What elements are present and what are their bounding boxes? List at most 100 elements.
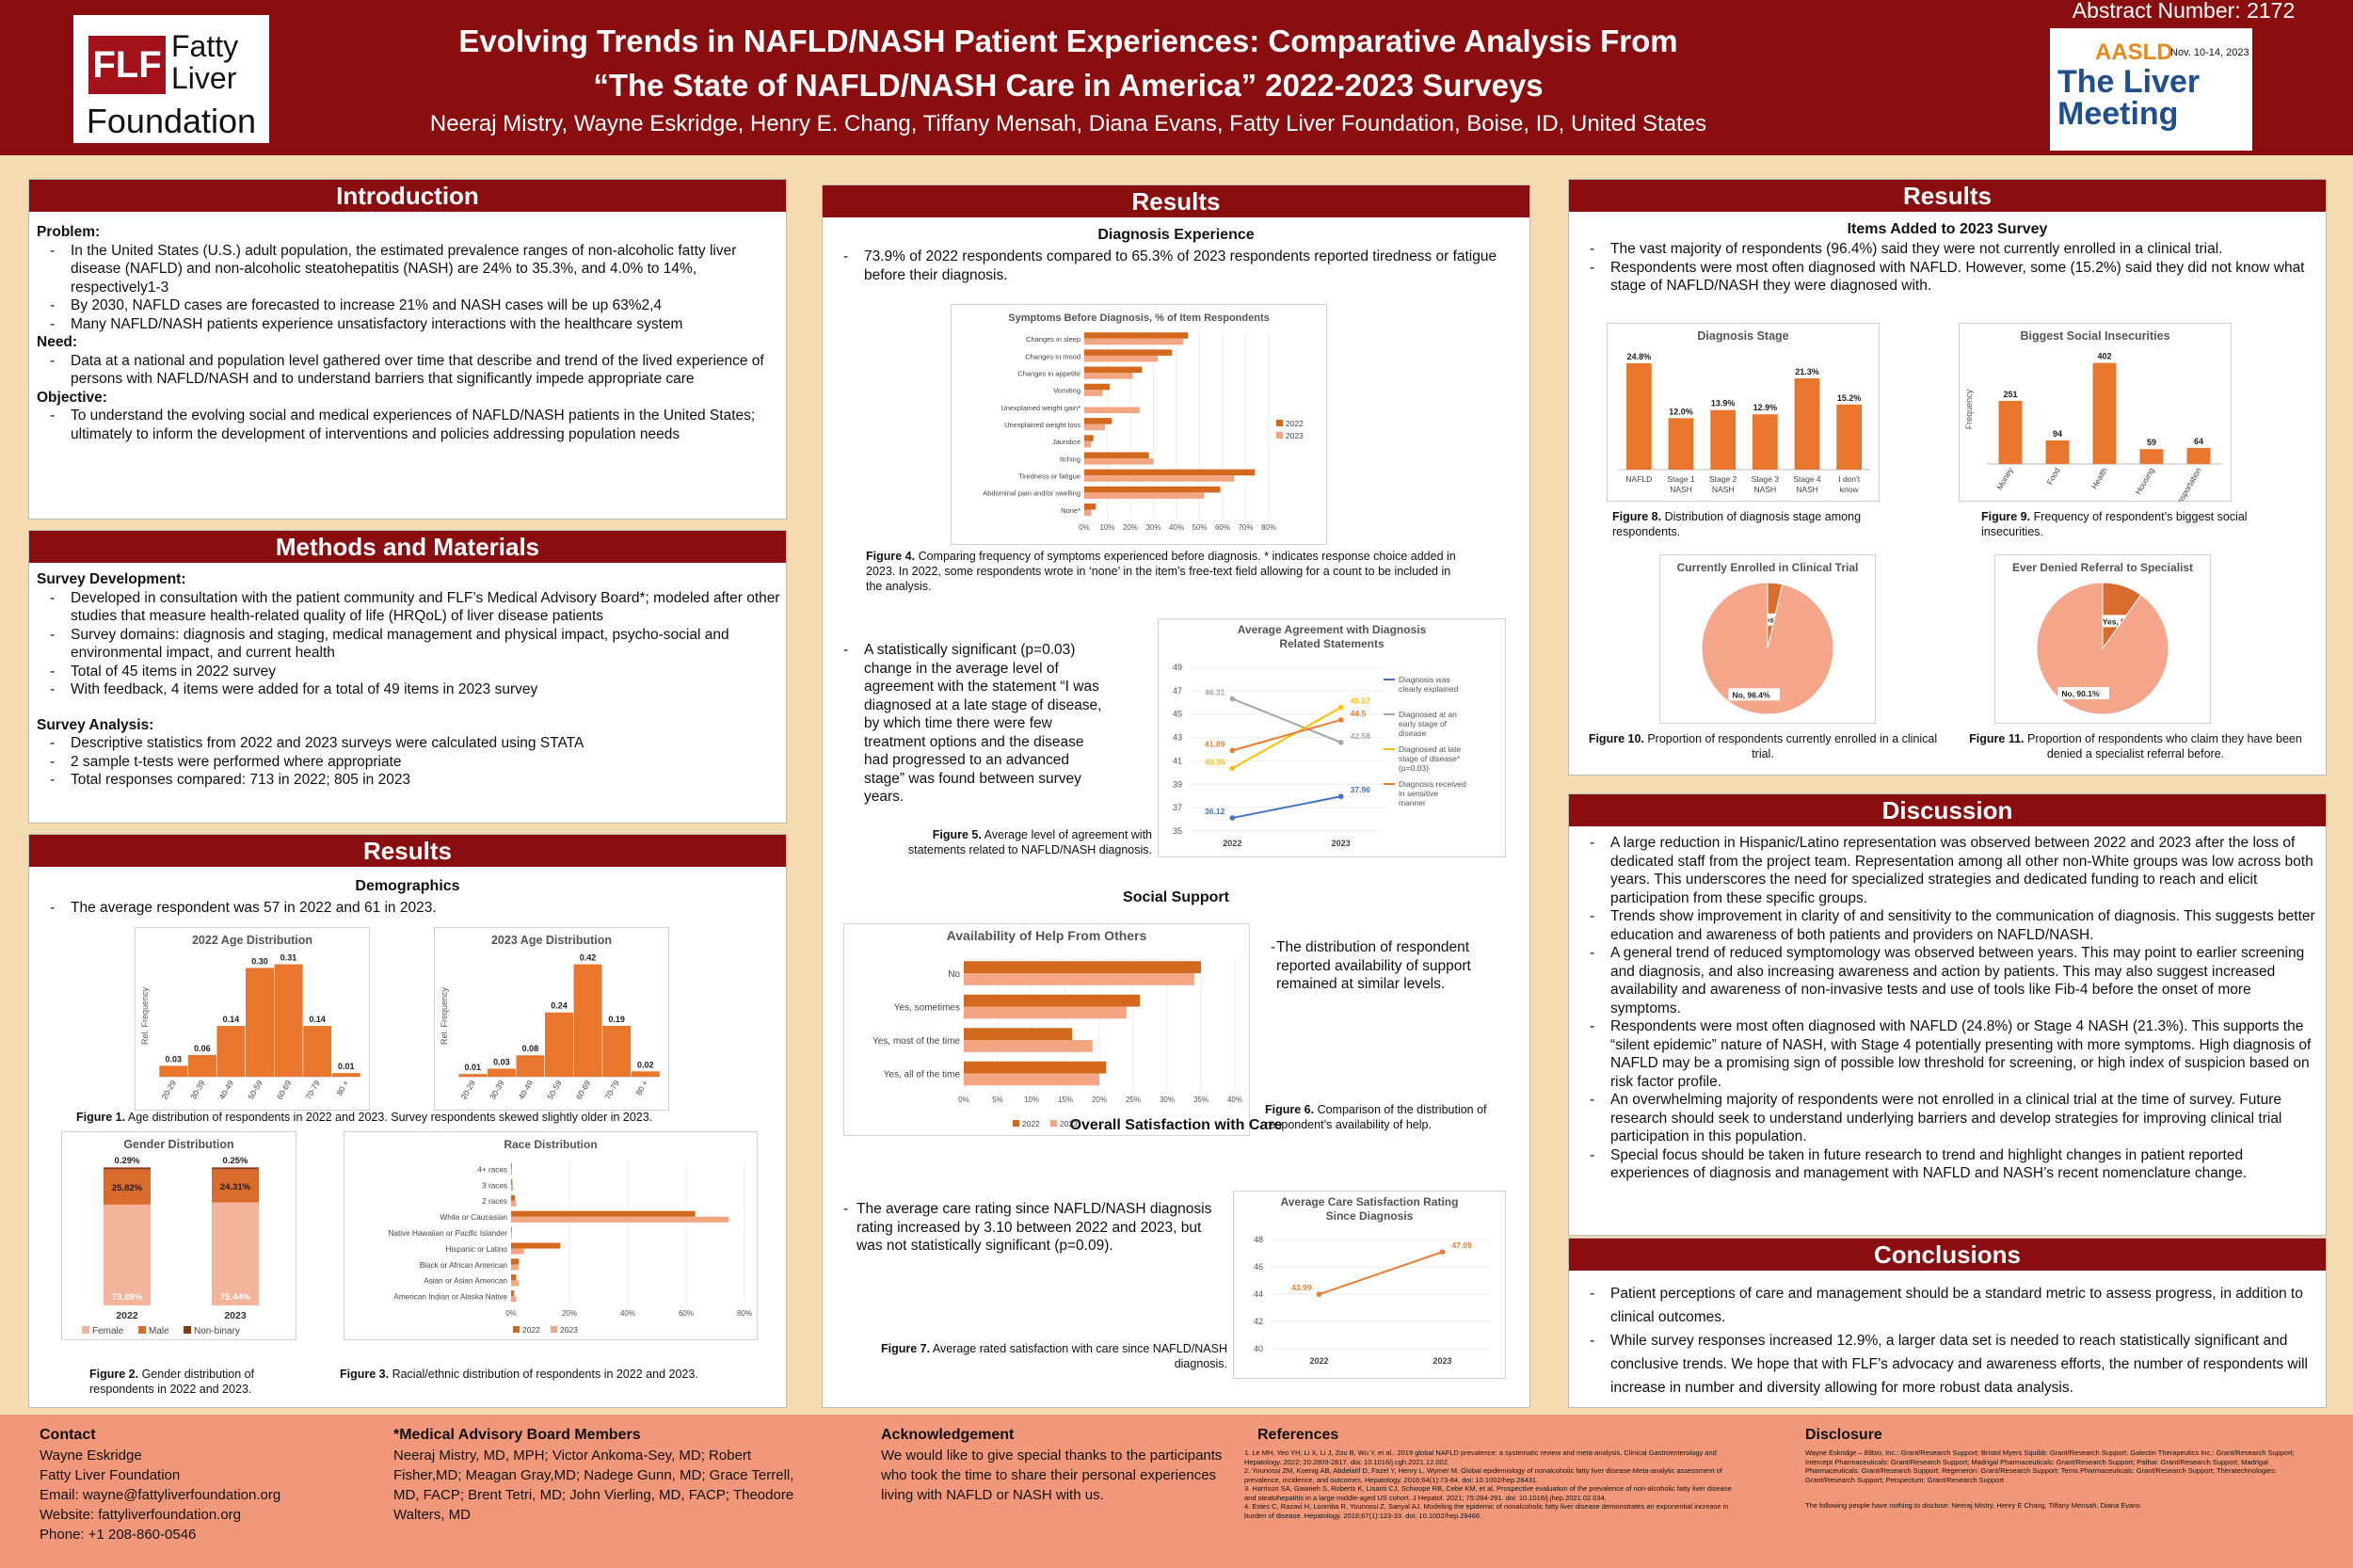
bar [602, 1025, 632, 1077]
tick-label: 40% [1227, 1096, 1242, 1104]
data-label: 13.9% [1711, 399, 1736, 408]
tick-label: 48 [1254, 1235, 1263, 1244]
discussion-item: Trends show improvement in clarity of an… [1577, 907, 2320, 944]
tick-label: know [1840, 485, 1860, 494]
data-label: 0.19 [608, 1015, 625, 1024]
bar [511, 1274, 517, 1281]
bar [511, 1242, 561, 1249]
section-heading: Results [29, 835, 786, 867]
meeting-org: AASLD [2095, 40, 2173, 65]
bar [631, 1071, 660, 1077]
legend-swatch [1013, 1120, 1019, 1127]
tick-label: 0% [958, 1096, 969, 1104]
bar [1752, 414, 1778, 470]
tick-label: Yes, sometimes [894, 1002, 960, 1013]
section-heading: Results [1569, 180, 2326, 212]
bar [1084, 390, 1103, 396]
need-label: Need: [37, 334, 78, 350]
section-heading: Results [823, 185, 1529, 217]
references-list: 1. Le MH, Yeo YH, Li X, Li J, Zou B, Wu … [1244, 1448, 1738, 1520]
bar [1668, 418, 1694, 470]
tick-label: 2022 [1223, 839, 1241, 848]
data-point [1316, 1291, 1322, 1297]
chart-title: 2022 Age Distribution [192, 934, 312, 947]
tick-label: 15% [1058, 1096, 1073, 1104]
y-axis-label: Rel. Frequency [140, 986, 150, 1045]
data-label: 0.30 [251, 956, 268, 966]
bar [511, 1210, 696, 1217]
chart-title: Biggest Social Insecurities [2020, 329, 2169, 343]
data-point [1229, 696, 1236, 702]
title-line-2: “The State of NAFLD/NASH Care in America… [593, 68, 1544, 103]
medical-board-heading: *Medical Advisory Board Members [393, 1427, 641, 1443]
stacked-bar-segment [212, 1169, 259, 1203]
tick-label: Tiredness or fatigue [1018, 472, 1080, 481]
tick-label: 37 [1173, 803, 1182, 812]
results-diagnosis-panel: Results Diagnosis Experience 73.9% of 20… [822, 184, 1530, 1408]
disclosure-heading: Disclosure [1805, 1427, 1882, 1443]
data-label: 15.2% [1837, 393, 1862, 403]
discussion-item: An overwhelming majority of respondents … [1577, 1091, 2320, 1146]
contact-line: Email: wayne@fattyliverfoundation.org [40, 1487, 281, 1503]
stacked-bar-segment [212, 1167, 259, 1170]
tick-label: 2023 [1332, 839, 1351, 848]
bar [511, 1290, 515, 1297]
medical-board-members: Neeraj Mistry, MD, MPH; Victor Ankoma-Se… [393, 1448, 794, 1523]
bar [1084, 509, 1092, 517]
social-support-heading: Social Support [1123, 889, 1229, 905]
legend-label: 2022 [1022, 1119, 1040, 1128]
legend-label: (p=0.03) [1399, 763, 1429, 773]
data-label: 12.9% [1753, 403, 1778, 412]
section-heading: Conclusions [1569, 1239, 2326, 1271]
data-label-box [2057, 686, 2109, 699]
legend-label: 2022 [522, 1325, 540, 1335]
tick-label: Stage 2 [1709, 474, 1737, 484]
tick-label: 70% [1238, 523, 1253, 532]
figure-4-caption: Figure 4. Comparing frequency of symptom… [866, 550, 1456, 593]
bar [1084, 435, 1094, 441]
disclosure-none-text: The following people have nothing to dis… [1805, 1501, 2141, 1510]
figure-11-caption: Figure 11. Proportion of respondents who… [1969, 732, 2302, 760]
chart-title: Availability of Help From Others [947, 928, 1147, 943]
pie-slice [1701, 582, 1834, 715]
tick-label: 50% [1192, 523, 1207, 532]
legend-label: 2023 [1060, 1119, 1078, 1128]
survey-development-item: Survey domains: diagnosis and staging, m… [37, 626, 780, 663]
data-label: No, 96.4% [1732, 690, 1770, 699]
survey-analysis-list: Descriptive statistics from 2022 and 202… [37, 734, 780, 790]
tick-label: 45 [1173, 710, 1182, 719]
section-heading: Methods and Materials [29, 531, 786, 563]
data-label: 0.42 [580, 953, 597, 963]
demographics-heading: Demographics [355, 878, 460, 894]
discussion-list: A large reduction in Hispanic/Latino rep… [1577, 834, 2320, 1183]
bar [1084, 475, 1235, 482]
data-label: 12.0% [1669, 407, 1693, 416]
tick-label: 20% [1123, 523, 1138, 532]
series-line [1232, 795, 1341, 820]
bar [964, 1028, 1073, 1041]
agreement-diagnosis-chart: Average Agreement with DiagnosisRelated … [1158, 618, 1506, 857]
tick-label: 40% [1169, 523, 1184, 532]
data-label: 43.99 [1291, 1283, 1312, 1292]
tick-label: Asian or Asian American [424, 1277, 507, 1286]
data-label: 25.82% [112, 1183, 143, 1193]
tick-label: 39 [1173, 779, 1182, 789]
bar [964, 994, 1141, 1007]
discussion-item: A large reduction in Hispanic/Latino rep… [1577, 834, 2320, 907]
poster-footer: Contact Wayne Eskridge Fatty Liver Founda… [0, 1415, 2353, 1568]
data-label: 59 [2147, 438, 2156, 447]
liver-meeting-logo: AASLD Nov. 10-14, 2023 The Liver Meeting [2050, 28, 2252, 151]
y-axis-label: Frequency [1964, 389, 1974, 429]
disclosure-text: Wayne Eskridge – 89bio, Inc.: Grant/Rese… [1805, 1448, 2295, 1484]
legend-label: stage of disease* [1399, 754, 1461, 763]
tick-label: NASH [1670, 485, 1692, 494]
chart-title: Related Statements [1279, 637, 1385, 650]
overall-satisfaction-heading: Overall Satisfaction with Care [1069, 1117, 1283, 1133]
tick-label: 30% [1145, 523, 1160, 532]
bar [187, 1054, 216, 1077]
tick-label: Jaundice [1052, 438, 1080, 446]
legend-swatch [551, 1326, 557, 1333]
